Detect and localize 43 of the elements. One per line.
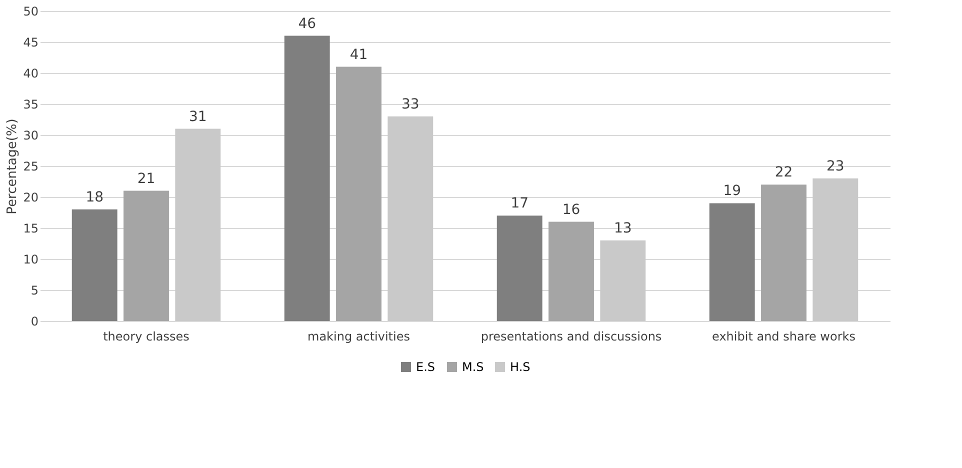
bar (709, 203, 755, 321)
y-tick-label: 35 (23, 98, 38, 112)
bar (72, 209, 118, 321)
data-label: 41 (350, 46, 368, 63)
x-tick-label: making activities (308, 330, 410, 344)
legend-label: E.S (416, 360, 436, 374)
y-tick-label: 30 (23, 128, 38, 142)
bar (761, 184, 806, 321)
bar (600, 240, 646, 321)
x-tick-label: presentations and discussions (480, 330, 662, 344)
y-tick-label: 10 (23, 252, 38, 266)
data-label: 46 (298, 16, 316, 32)
data-label: 33 (401, 96, 420, 112)
y-tick-label: 0 (30, 314, 38, 328)
x-tick-label: exhibit and share works (712, 330, 856, 344)
data-label: 23 (826, 158, 844, 174)
y-tick-label: 45 (23, 36, 38, 50)
bar (812, 178, 858, 321)
bar (496, 216, 542, 321)
bar (124, 190, 169, 321)
y-tick-label: 15 (23, 222, 38, 236)
data-label: 31 (188, 108, 207, 125)
legend-label: H.S (510, 360, 530, 374)
bar (548, 222, 594, 321)
y-axis-title: Percentage(%) (5, 118, 20, 214)
data-label: 13 (614, 220, 632, 236)
y-tick-label: 5 (30, 284, 38, 298)
data-label: 22 (774, 164, 793, 181)
data-label: 21 (137, 170, 156, 187)
bar (284, 36, 330, 321)
bar (336, 66, 382, 321)
data-label: 18 (86, 189, 104, 206)
data-label: 16 (562, 202, 580, 218)
legend-label: M.S (462, 360, 484, 374)
bar (388, 116, 434, 321)
x-tick-label: theory classes (103, 330, 190, 344)
y-tick-label: 20 (23, 190, 38, 204)
data-label: 17 (510, 196, 529, 212)
y-tick-label: 25 (23, 160, 38, 174)
y-tick-label: 50 (23, 4, 38, 18)
data-label: 19 (723, 183, 742, 200)
bar (175, 128, 221, 321)
y-tick-label: 40 (23, 66, 38, 80)
